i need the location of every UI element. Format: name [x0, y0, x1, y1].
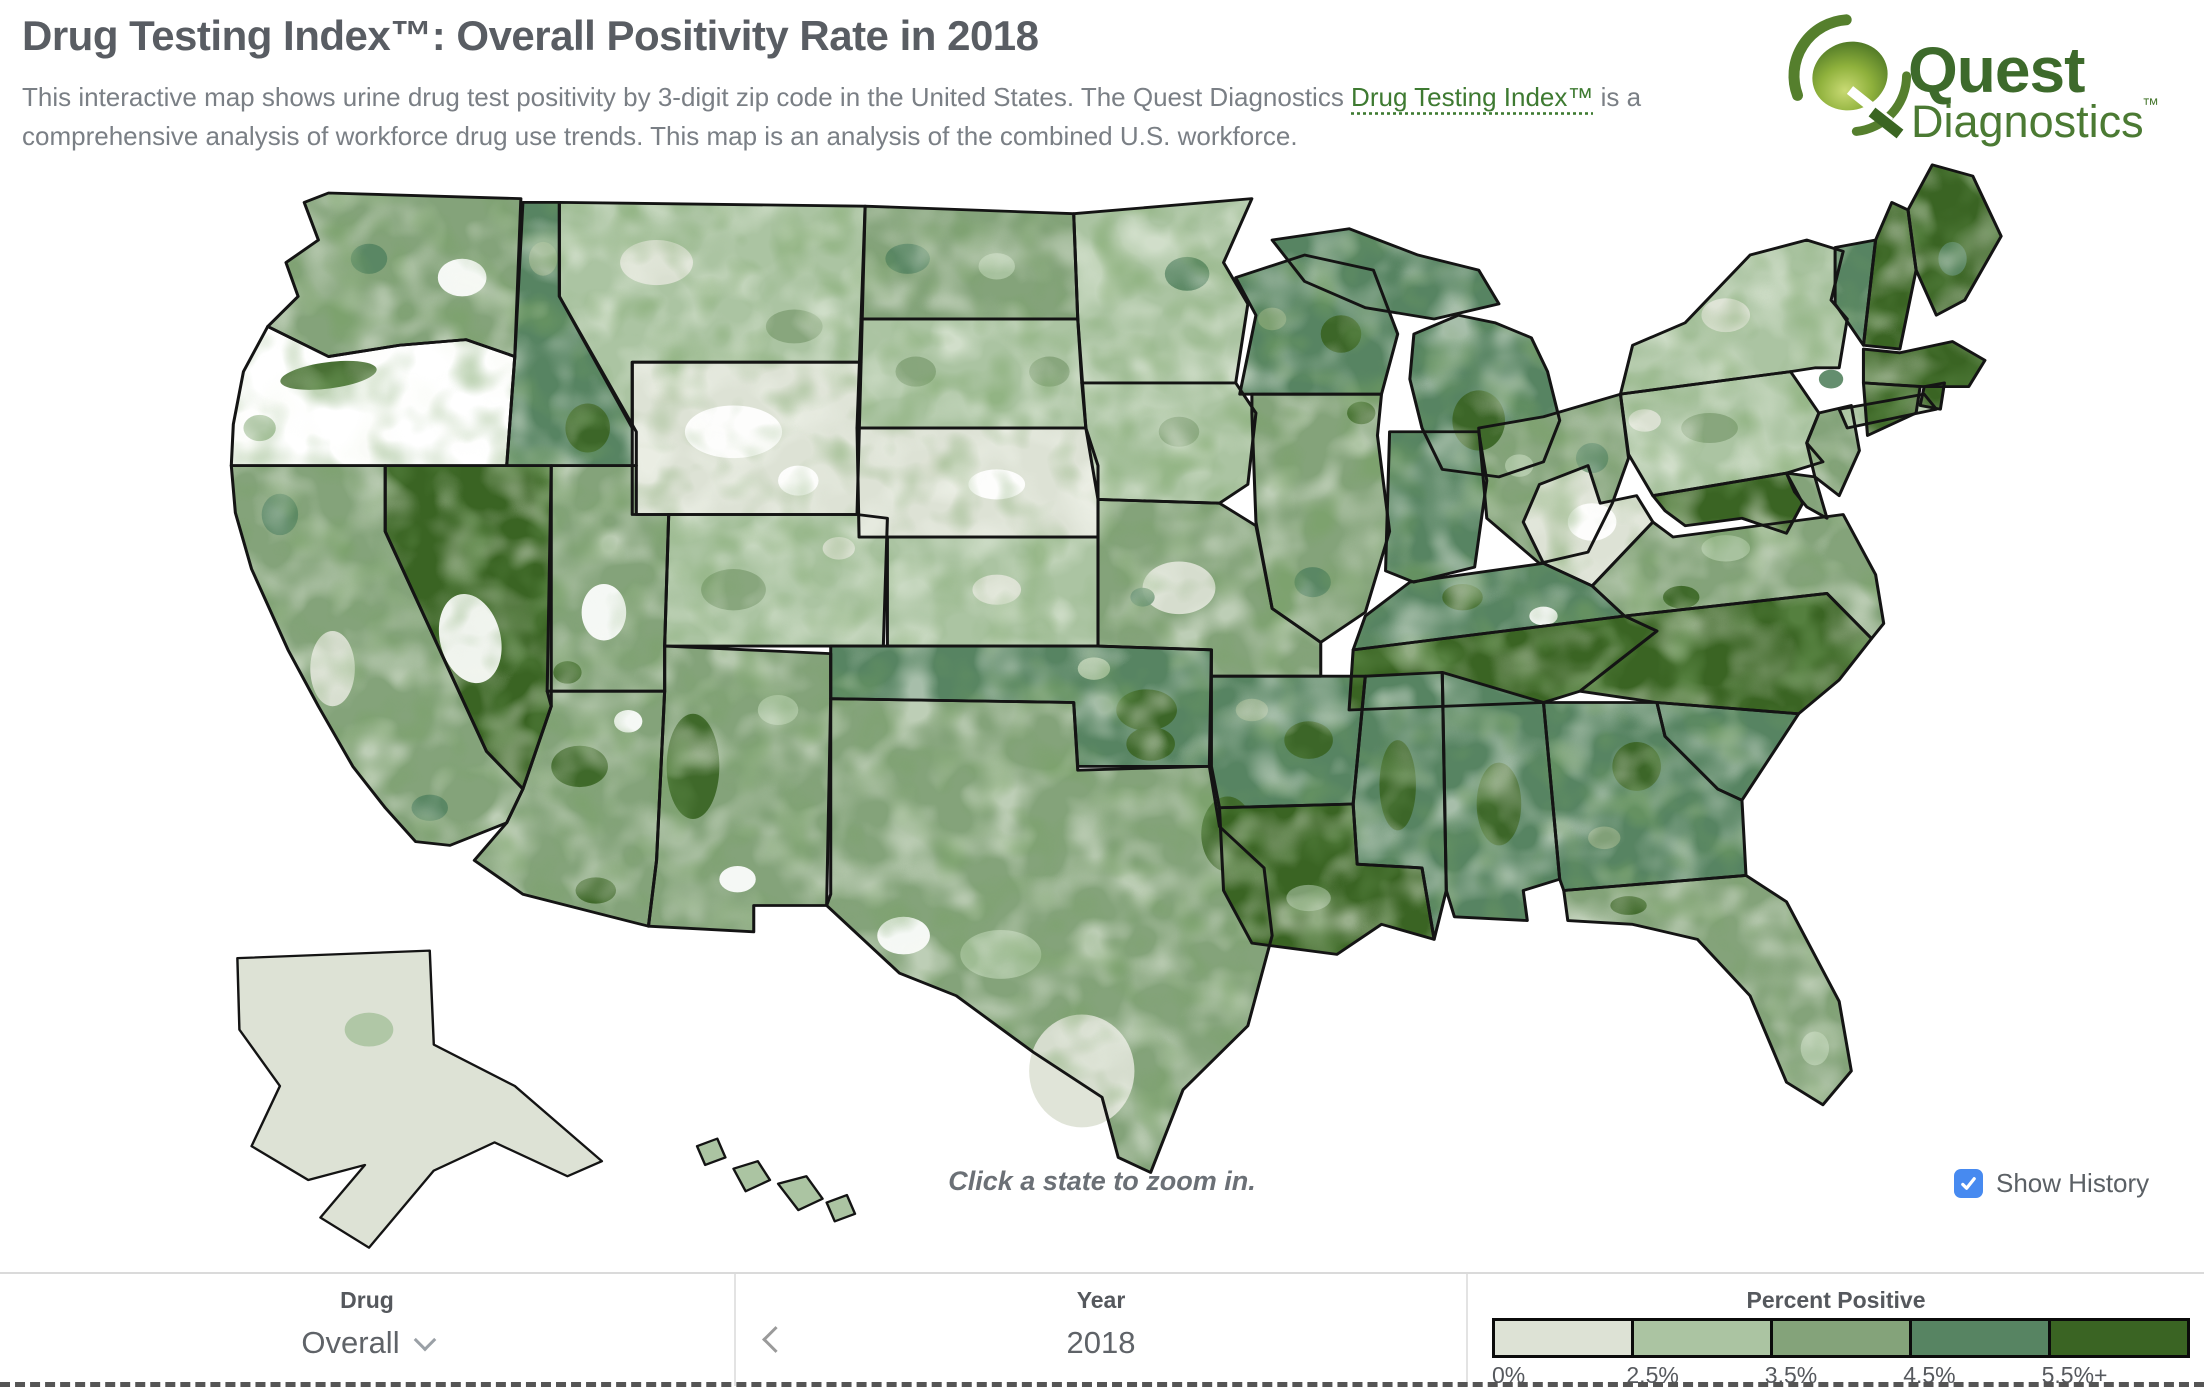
year-value: 2018 [1066, 1325, 1136, 1360]
drug-control: Drug Overall [0, 1274, 734, 1386]
state-ND[interactable] [861, 206, 1078, 319]
logo-text-quest: Quest [1908, 34, 2085, 106]
legend: Percent Positive 0% 2.5% 3.5% 4.5% 5.5%+ [1468, 1274, 2204, 1388]
state-IA[interactable] [1081, 382, 1256, 504]
legend-swatch-0 [1495, 1321, 1631, 1355]
legend-swatch-2 [1770, 1321, 1909, 1355]
legend-swatch-3 [1909, 1321, 2048, 1355]
us-choropleth-map[interactable] [126, 146, 2070, 1274]
state-ME[interactable] [1908, 164, 2002, 316]
legend-title: Percent Positive [1746, 1287, 1926, 1313]
show-history-label: Show History [1996, 1168, 2150, 1198]
map-hint: Click a state to zoom in. [948, 1166, 1256, 1196]
quest-diagnostics-logo: Quest Diagnostics ™ [1786, 10, 2168, 153]
drug-label: Drug [340, 1287, 394, 1313]
state-HI-1[interactable] [697, 1138, 726, 1165]
state-CT[interactable] [1863, 382, 1921, 436]
subtitle-text-2: is a comprehensive analysis of workforce… [22, 82, 1642, 151]
map-description: This interactive map shows urine drug te… [22, 78, 1727, 156]
state-SD[interactable] [857, 318, 1086, 428]
choropleth-map-container [126, 146, 2070, 1274]
control-divider-1 [734, 1274, 736, 1386]
control-bar: Drug Overall Year 2018 Percent Positive … [0, 1272, 2204, 1388]
show-history-toggle[interactable]: Show History [1954, 1168, 2149, 1199]
state-WY[interactable] [632, 362, 862, 515]
page-title: Drug Testing Index™: Overall Positivity … [22, 12, 1039, 59]
state-TX[interactable] [826, 698, 1273, 1173]
logo-trademark: ™ [2142, 95, 2159, 114]
logo-text-diagnostics: Diagnostics [1911, 96, 2144, 147]
drug-dropdown[interactable]: Overall [301, 1325, 436, 1361]
bottom-dashed-divider [0, 1382, 2204, 1387]
state-HI-2[interactable] [733, 1161, 770, 1192]
drug-value: Overall [301, 1325, 400, 1360]
chevron-down-icon [413, 1328, 436, 1352]
legend-swatch-4 [2048, 1321, 2187, 1355]
legend-color-bar [1492, 1318, 2190, 1358]
zip-region-patch-NY-50 [1818, 369, 1844, 389]
subtitle-text-1: This interactive map shows urine drug te… [22, 82, 1352, 112]
state-AL[interactable] [1442, 672, 1560, 921]
state-NE[interactable] [857, 428, 1098, 538]
year-label: Year [1076, 1287, 1126, 1313]
state-HI-4[interactable] [826, 1195, 855, 1222]
state-CO[interactable] [664, 514, 888, 647]
show-history-checkbox[interactable] [1954, 1169, 1983, 1198]
state-NM[interactable] [648, 646, 831, 932]
year-control: Year 2018 [736, 1274, 1466, 1386]
drug-testing-index-link[interactable]: Drug Testing Index™ [1351, 82, 1594, 112]
state-AK[interactable] [237, 950, 602, 1248]
state-MA[interactable] [1863, 341, 1985, 387]
state-NY[interactable] [1620, 240, 1848, 395]
state-FL[interactable] [1563, 875, 1852, 1105]
state-HI-3[interactable] [778, 1176, 823, 1211]
chevron-left-icon[interactable] [762, 1326, 789, 1353]
quest-q-icon [1788, 14, 1912, 139]
control-divider-2 [1466, 1274, 1468, 1386]
state-AR[interactable] [1211, 676, 1366, 808]
state-WA[interactable] [267, 193, 521, 357]
legend-swatch-1 [1631, 1321, 1770, 1355]
check-icon [1961, 1177, 1976, 1190]
state-MN[interactable] [1073, 198, 1252, 383]
state-IL[interactable] [1251, 394, 1390, 643]
state-KS[interactable] [887, 537, 1098, 647]
state-RI[interactable] [1920, 382, 1945, 410]
state-IN[interactable] [1385, 431, 1487, 583]
